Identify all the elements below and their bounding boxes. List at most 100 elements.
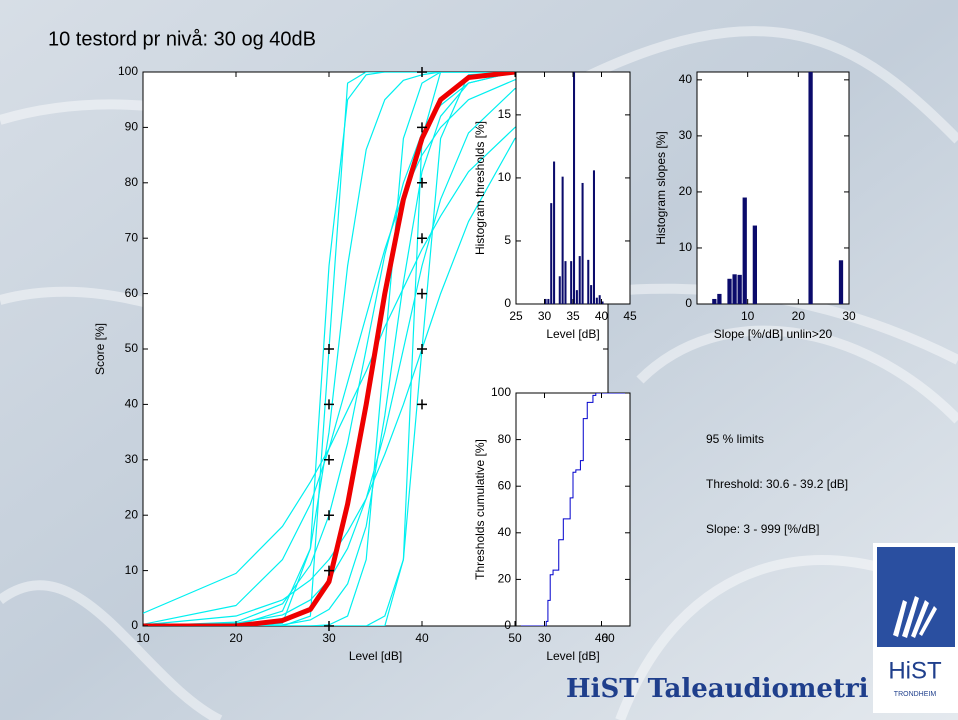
plot <box>516 393 630 626</box>
curve <box>143 72 608 626</box>
x-axis-label: Level [dB] <box>349 649 402 663</box>
x-tick-label: 50 <box>508 631 522 645</box>
x-tick-label: 10 <box>741 309 755 323</box>
y-tick-label: 20 <box>498 572 512 586</box>
x-tick-label: 40 <box>595 309 609 323</box>
x-tick-label: 40 <box>595 631 609 645</box>
bar <box>808 72 813 304</box>
marker-plus <box>417 288 427 299</box>
curve <box>143 72 608 626</box>
x-tick-label: 20 <box>792 309 806 323</box>
x-tick-label: 25 <box>509 309 523 323</box>
x-tick-label: 10 <box>136 631 150 645</box>
chart: 0 10 20 30 40 10 20 30 Slope [%/dB] unlin>20 Hist… <box>654 71 856 341</box>
bar <box>544 298 547 304</box>
bar <box>573 72 576 304</box>
bar <box>752 225 757 304</box>
x-tick-label: 30 <box>842 309 856 323</box>
bar <box>578 256 581 304</box>
y-tick-label: 100 <box>118 64 138 78</box>
y-tick-label: 30 <box>125 452 139 466</box>
y-tick-label: 70 <box>125 230 139 244</box>
y-tick-label: 0 <box>131 618 138 632</box>
marker-plus <box>324 510 334 521</box>
chart: 0 5 10 15 25 30 35 40 45 Level [dB] Histogram thre… <box>473 71 637 341</box>
y-tick-label: 10 <box>125 563 139 577</box>
y-tick-label: 10 <box>498 170 512 184</box>
y-tick-label: 40 <box>125 397 139 411</box>
logo-shape <box>893 596 937 638</box>
bar <box>590 285 593 304</box>
bar <box>564 261 567 304</box>
marker-plus <box>417 344 427 354</box>
x-axis-label: Level [dB] <box>546 327 599 341</box>
plot-area <box>696 71 850 305</box>
y-axis-label: Histogram thresholds [%] <box>473 121 487 255</box>
footer-text: HiST Taleaudiometri <box>566 674 869 704</box>
bar <box>561 176 564 304</box>
y-tick-label: 0 <box>504 618 511 632</box>
x-axis-label: Level [dB] <box>546 649 599 663</box>
bar <box>587 259 590 304</box>
y-tick-label: 50 <box>125 341 139 355</box>
x-tick-label: 60 <box>601 631 615 645</box>
y-tick-label: 80 <box>498 432 512 446</box>
bar <box>732 274 737 304</box>
marker-plus <box>417 122 427 133</box>
plot <box>143 72 608 626</box>
bar <box>547 298 550 304</box>
y-axis-label: Score [%] <box>93 323 107 375</box>
bar <box>598 295 601 304</box>
annotation: Slope: 3 - 999 [%/dB] <box>706 522 819 536</box>
bar <box>838 260 844 304</box>
x-tick-label: 20 <box>229 631 243 645</box>
x-tick-label: 30 <box>538 631 552 645</box>
bar <box>575 290 578 304</box>
bar <box>595 297 598 304</box>
plot-area <box>515 392 631 627</box>
y-tick-label: 0 <box>685 296 692 310</box>
logo-text: HiST <box>888 657 942 684</box>
bar <box>581 182 584 304</box>
curve <box>143 72 608 626</box>
slide-title: 10 testord pr nivå: 30 og 40dB <box>48 28 316 50</box>
y-tick-label: 90 <box>125 120 139 134</box>
y-tick-label: 10 <box>679 240 693 254</box>
x-tick-label: 45 <box>623 309 637 323</box>
bar <box>737 274 742 304</box>
bar <box>601 301 604 304</box>
bar <box>727 278 732 304</box>
curve <box>143 72 608 626</box>
y-tick-label: 0 <box>504 296 511 310</box>
marker-plus <box>324 565 334 576</box>
marker-plus <box>324 454 334 465</box>
plot <box>544 72 604 304</box>
y-tick-label: 40 <box>498 525 512 539</box>
annotation: 95 % limits <box>706 432 764 446</box>
y-tick-label: 20 <box>679 184 693 198</box>
curve <box>143 72 608 626</box>
step-line <box>516 393 630 626</box>
bar <box>742 197 747 304</box>
plot <box>712 72 844 304</box>
y-tick-label: 100 <box>491 385 511 399</box>
bar <box>570 261 573 304</box>
marker-plus <box>324 399 334 410</box>
curve <box>143 72 608 626</box>
y-tick-label: 60 <box>125 286 139 300</box>
y-tick-label: 30 <box>679 128 693 142</box>
x-tick-label: 35 <box>566 309 580 323</box>
marker-plus <box>417 399 427 410</box>
bar <box>553 161 556 304</box>
y-axis-label: Histogram slopes [%] <box>654 131 668 244</box>
marker-plus <box>417 177 427 188</box>
logo-subtext: TRONDHEIM <box>894 691 937 698</box>
y-axis-label: Thresholds cumulative [%] <box>473 439 487 580</box>
x-tick-label: 30 <box>322 631 336 645</box>
bar <box>558 276 561 304</box>
y-tick-label: 60 <box>498 478 512 492</box>
bar <box>717 293 722 304</box>
